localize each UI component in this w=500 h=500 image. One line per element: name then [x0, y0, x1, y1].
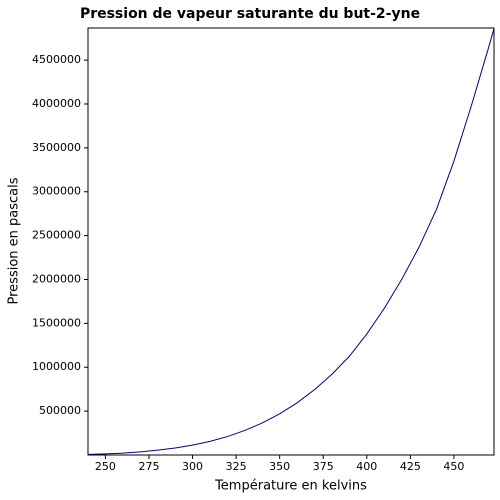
x-tick-label: 300	[182, 460, 203, 473]
y-tick-label: 3000000	[32, 185, 81, 198]
y-tick-label: 500000	[39, 404, 81, 417]
x-tick-label: 325	[226, 460, 247, 473]
x-axis-label: Température en kelvins	[214, 479, 367, 494]
line	[87, 28, 495, 455]
chart-title: Pression de vapeur saturante du but-2-yn…	[80, 6, 420, 22]
x-tick-label: 275	[138, 460, 159, 473]
x-tick-label: 375	[313, 460, 334, 473]
y-tick-label: 2000000	[32, 272, 81, 285]
x-tick-label: 425	[400, 460, 421, 473]
x-tick-label: 250	[95, 460, 116, 473]
x-tick-label: 350	[269, 460, 290, 473]
y-tick-label: 4500000	[32, 53, 81, 66]
y-tick-label: 4000000	[32, 97, 81, 110]
x-tick-label: 450	[443, 460, 464, 473]
plot-frame	[87, 27, 495, 456]
y-tick-label: 2500000	[32, 229, 81, 242]
y-axis-label: Pression en pascals	[7, 177, 22, 304]
y-tick-label: 1000000	[32, 360, 81, 373]
x-tick-label: 400	[356, 460, 377, 473]
y-tick-label: 1500000	[32, 316, 81, 329]
y-tick-label: 3500000	[32, 141, 81, 154]
